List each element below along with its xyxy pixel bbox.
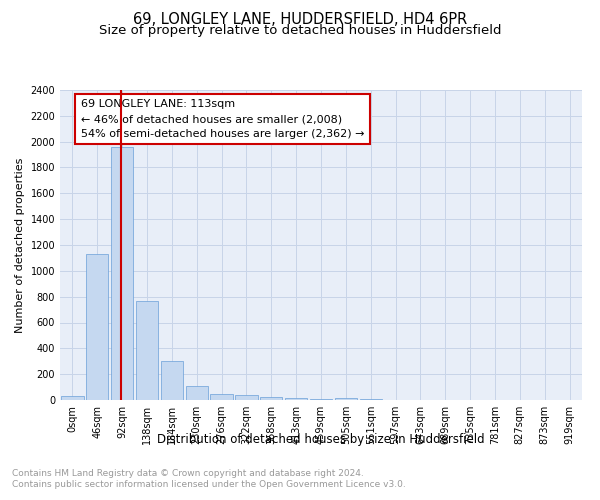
Bar [111, 147, 133, 400]
Bar [310, 399, 332, 400]
Y-axis label: Number of detached properties: Number of detached properties [15, 158, 25, 332]
Text: Contains public sector information licensed under the Open Government Licence v3: Contains public sector information licen… [12, 480, 406, 489]
Bar [335, 398, 357, 400]
Bar [86, 254, 109, 400]
Bar [185, 386, 208, 400]
Bar [136, 300, 158, 400]
Text: Distribution of detached houses by size in Huddersfield: Distribution of detached houses by size … [157, 432, 485, 446]
Bar [235, 396, 257, 400]
Text: 69, LONGLEY LANE, HUDDERSFIELD, HD4 6PR: 69, LONGLEY LANE, HUDDERSFIELD, HD4 6PR [133, 12, 467, 28]
Bar [161, 361, 183, 400]
Text: Size of property relative to detached houses in Huddersfield: Size of property relative to detached ho… [99, 24, 501, 37]
Text: 69 LONGLEY LANE: 113sqm
← 46% of detached houses are smaller (2,008)
54% of semi: 69 LONGLEY LANE: 113sqm ← 46% of detache… [81, 100, 364, 139]
Bar [211, 394, 233, 400]
Bar [260, 398, 283, 400]
Bar [61, 396, 83, 400]
Text: Contains HM Land Registry data © Crown copyright and database right 2024.: Contains HM Land Registry data © Crown c… [12, 468, 364, 477]
Bar [285, 398, 307, 400]
